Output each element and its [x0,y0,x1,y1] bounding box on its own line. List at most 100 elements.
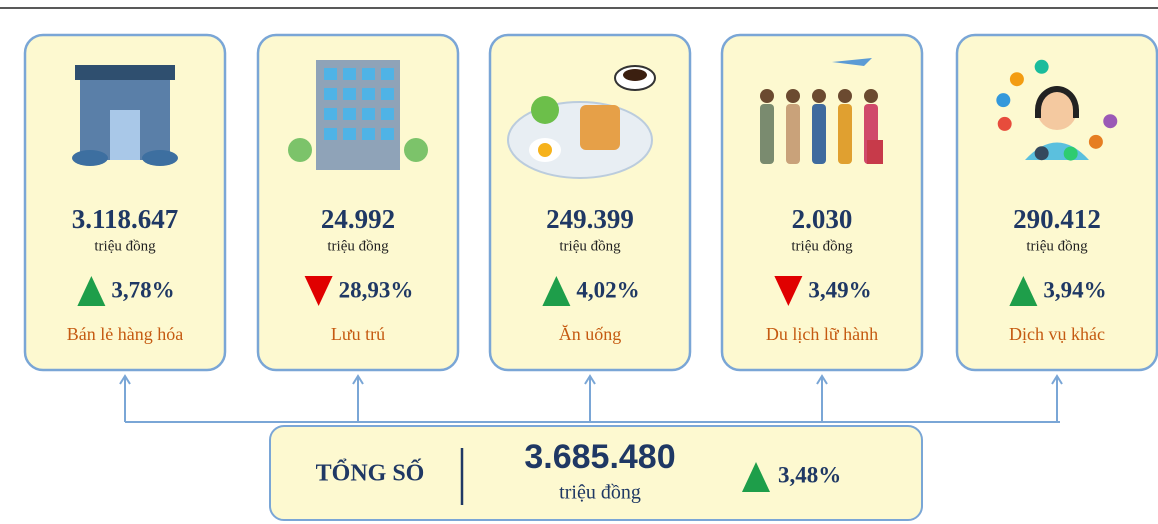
card-value: 2.030 [792,204,853,234]
total-box [269,425,923,521]
icon [538,143,552,157]
icon [75,65,175,80]
icon [1035,86,1079,118]
icon [760,104,774,164]
card-label: Ăn uống [559,324,622,344]
icon [324,108,337,120]
card-unit: triệu đồng [327,238,389,254]
card-change: 3,49% [808,277,871,302]
card-label: Lưu trú [331,324,385,344]
cards: 3.118.647 triệu đồng 3,78% Bán lẻ hàng hóa 2… [23,33,1158,372]
card-value: 24.992 [321,204,395,234]
connector-arrow [816,374,828,422]
card-change: 4,02% [576,277,639,302]
card-change: 28,93% [339,277,414,302]
card-illustration [288,60,428,170]
icon [838,104,852,164]
icon [786,104,800,164]
total-value: 3.685.480 [524,438,675,476]
trend-icon [304,276,333,306]
card-illustration [507,65,656,179]
trend-icon [77,276,106,306]
card-box [955,33,1158,372]
icon [997,116,1012,131]
icon [381,88,394,100]
icon [404,138,428,162]
icon [832,58,872,66]
icon [343,128,356,140]
card-box [256,33,460,372]
total-unit: triệu đồng [559,482,641,504]
icon [362,88,375,100]
total-trend-icon [742,462,770,492]
connector-arrow [584,374,596,422]
card-illustration [996,59,1118,161]
card-label: Du lịch lữ hành [766,324,878,344]
connector-arrow [119,374,131,422]
connector-arrow [1051,374,1063,422]
connector-arrow [352,374,364,422]
card: 290.412 triệu đồng 3,94% Dịch vụ khác [955,33,1158,372]
icon [1034,59,1049,74]
card-value: 249.399 [546,204,634,234]
icon [812,89,826,103]
card-label: Dịch vụ khác [1009,324,1105,344]
icon [1063,146,1078,161]
icon [324,88,337,100]
icon [864,89,878,103]
card-unit: triệu đồng [1026,238,1088,254]
icon [623,69,647,81]
total-change: 3,48% [778,462,841,487]
card: 249.399 triệu đồng 4,02% Ăn uống [488,33,692,372]
icon [362,108,375,120]
card: 3.118.647 triệu đồng 3,78% Bán lẻ hàng hóa [23,33,227,372]
icon [1037,90,1077,130]
icon [838,89,852,103]
icon [343,108,356,120]
total-label: TỔNG SỐ [316,460,425,487]
icon [343,68,356,80]
icon [110,110,140,160]
card-unit: triệu đồng [559,238,621,254]
trend-icon [774,276,803,306]
card-unit: triệu đồng [791,238,853,254]
icon [867,140,883,164]
icon [580,105,620,150]
card-label: Bán lẻ hàng hóa [67,324,183,344]
icon [362,68,375,80]
icon [288,138,312,162]
icon [1009,72,1024,87]
icon [812,104,826,164]
icon [381,128,394,140]
icon [1088,134,1103,149]
icon [996,93,1011,108]
icon [362,128,375,140]
icon [324,68,337,80]
card: 2.030 triệu đồng 3,49% Du lịch lữ hành [720,33,924,372]
icon [381,108,394,120]
icon [1103,114,1118,129]
card-box [23,33,227,372]
trend-icon [542,276,571,306]
card-box [720,33,924,372]
icon [1034,146,1049,161]
card-box [488,33,692,372]
icon [72,150,108,166]
icon [381,68,394,80]
icon [760,89,774,103]
card-change: 3,78% [111,277,174,302]
card: 24.992 triệu đồng 28,93% Lưu trú [256,33,460,372]
card-value: 3.118.647 [72,204,179,234]
card-unit: triệu đồng [94,238,156,254]
icon [531,96,559,124]
icon [142,150,178,166]
icon [786,89,800,103]
trend-icon [1009,276,1038,306]
card-change: 3,94% [1043,277,1106,302]
card-illustration [72,65,178,166]
icon [343,88,356,100]
card-value: 290.412 [1013,204,1101,234]
card-illustration [760,58,883,164]
icon [324,128,337,140]
